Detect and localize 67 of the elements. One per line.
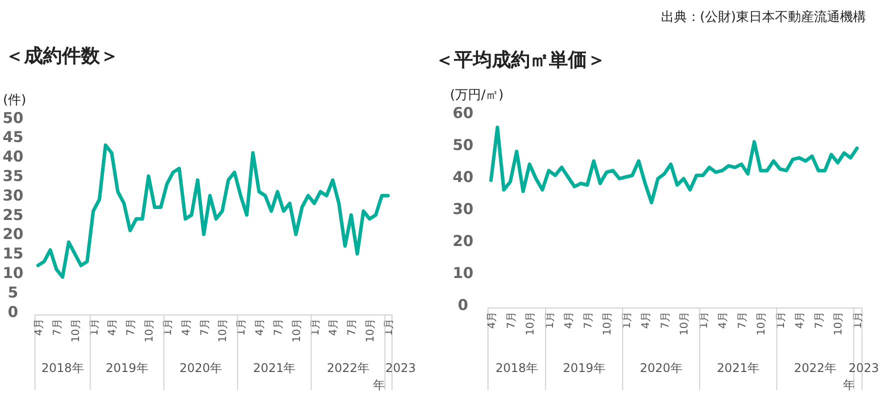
y-tick-label: 60 [452,104,474,122]
x-tick-label: 4月 [328,318,340,336]
text: 2018年 [41,361,84,375]
y-tick-label: 20 [452,232,474,250]
x-tick-label: 10月 [217,318,230,342]
y-tick-label: 0 [8,302,18,321]
line-series [489,126,859,204]
x-tick-label: 10月 [144,318,156,342]
x-tick-label: 4月 [180,318,192,336]
y-tick-label: 10 [2,264,24,282]
text: 2022年 [326,361,370,375]
x-tick-label: 10月 [602,311,614,336]
y-tick-label: 10 [452,264,474,282]
x-tick-label: 4月 [563,311,576,329]
x-tick-label: 10月 [678,311,691,336]
text: 2020年 [640,361,682,375]
x-tick-label: 10月 [364,318,377,342]
y-tick-label: 50 [452,136,474,154]
text: 2019年 [562,361,606,375]
x-tick-label: 7月 [505,311,518,329]
x-tick-label: 10月 [524,311,537,336]
text: 2019年 [106,361,148,375]
text: 2023年 [843,361,879,392]
x-tick-label: 7月 [272,318,284,336]
y-tick-label: 30 [452,200,474,218]
text: 2020年 [179,361,222,375]
line-series [36,143,390,279]
chart-title: ＜平均成約㎡単価＞ [435,49,606,71]
x-tick-label: 7月 [125,318,138,336]
x-tick-label: 7月 [51,318,64,336]
x-tick-label: 7月 [813,311,826,329]
x-tick-label: 4月 [254,318,266,336]
x-tick-label: 4月 [794,311,806,329]
y-tick-label: 40 [452,168,474,186]
y-tick-label: 20 [2,225,24,244]
y-tick-label: 40 [2,148,24,166]
x-tick-label: 7月 [198,318,211,336]
x-tick-label: 10月 [756,311,768,336]
y-axis-title: (万円/㎡) [450,88,504,103]
y-tick-label: 50 [2,108,24,127]
y-tick-label: 15 [2,244,24,263]
source-note: 出典：(公財)東日本不動産流通機構 [660,9,866,25]
chart-title: ＜成約件数＞ [5,45,119,67]
x-tick-label: 4月 [717,311,730,329]
text: 2021年 [253,361,296,375]
x-tick-label: 4月 [106,318,119,336]
x-tick-label: 10月 [290,318,303,342]
text: 2018年 [496,361,538,375]
y-axis-title: (件) [3,93,26,108]
x-tick-label: 7月 [736,311,748,329]
x-tick-label: 7月 [659,311,672,329]
text: 2021年 [716,361,760,375]
text: 2022年 [794,361,837,375]
x-tick-label: 7月 [346,318,358,336]
y-tick-label: 30 [2,186,24,204]
text: 2023年 [373,361,416,392]
x-tick-label: 4月 [640,311,652,329]
y-tick-label: 45 [2,128,24,146]
x-tick-label: 4月 [33,318,45,336]
x-tick-label: 7月 [582,311,594,329]
y-tick-label: 5 [8,283,18,302]
y-tick-label: 0 [458,296,468,314]
y-tick-label: 35 [2,167,24,185]
x-tick-label: 10月 [832,311,845,336]
x-tick-label: 10月 [70,318,82,342]
y-tick-label: 25 [2,206,24,224]
x-tick-label: 4月 [486,311,498,329]
